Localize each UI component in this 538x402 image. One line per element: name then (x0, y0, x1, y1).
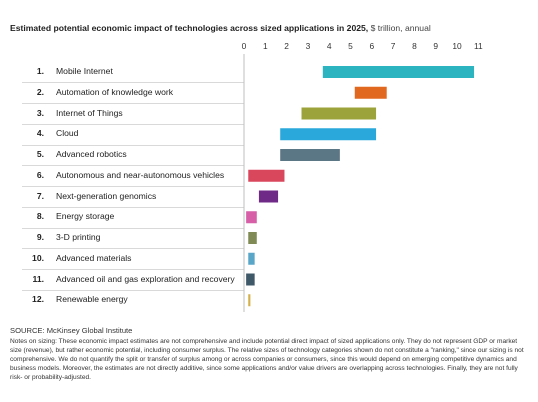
chart-title-unit: $ trillion, annual (370, 23, 431, 33)
category-label: Cloud (56, 128, 79, 139)
row-separator (22, 165, 244, 167)
category-rank: 6. (36, 169, 44, 180)
category-rank: 7. (36, 190, 44, 201)
bar-3-d-printing (248, 232, 257, 244)
x-tick-label: 2 (284, 41, 289, 51)
row-separator (22, 269, 244, 271)
x-tick-label: 1 (263, 41, 268, 51)
chart-title: Estimated potential economic impact of t… (10, 23, 431, 33)
category-label: Advanced oil and gas exploration and rec… (56, 273, 235, 284)
category-rank: 10. (32, 252, 44, 263)
bar-internet-of-things (301, 107, 377, 120)
chart-title-main: Estimated potential economic impact of t… (10, 23, 369, 33)
bar-renewable-energy (248, 294, 251, 307)
category-label: Renewable energy (56, 294, 128, 305)
category-rank: 3. (36, 107, 44, 118)
category-label: Advanced robotics (56, 149, 127, 159)
category-label: Energy storage (56, 211, 115, 222)
bars-group (246, 66, 475, 307)
bar-next-generation-genomics (258, 190, 279, 203)
category-rank: 8. (36, 211, 44, 222)
x-axis: 0 1 2 3 4 5 6 7 8 9 10 11 (242, 41, 483, 312)
row-separator (22, 289, 244, 291)
bar-advanced-robotics (280, 149, 340, 161)
row-separator (22, 248, 244, 250)
sizing-notes: Notes on sizing: These economic impact e… (10, 338, 524, 381)
x-tick-label: 5 (348, 41, 353, 51)
bar-advanced-oil-and-gas-exploration-and-recovery (246, 273, 255, 286)
category-rank: 5. (36, 149, 44, 159)
category-label: Autonomous and near-autonomous vehicles (56, 169, 225, 180)
x-tick-label: 11 (474, 41, 483, 51)
category-rank: 2. (36, 86, 44, 97)
category-label: 3-D printing (56, 232, 101, 242)
category-rank: 9. (36, 232, 44, 242)
bar-autonomous-and-near-autonomous-vehicles (248, 169, 285, 182)
x-tick-label: 7 (391, 41, 396, 51)
bar-automation-of-knowledge-work (354, 86, 387, 99)
x-tick-label: 0 (242, 41, 247, 51)
category-label: Next-generation genomics (56, 190, 157, 201)
category-label: Internet of Things (56, 107, 123, 118)
x-tick-label: 10 (452, 41, 462, 51)
row-separator (22, 82, 244, 84)
row-separator (22, 123, 244, 125)
bar-mobile-internet (322, 66, 475, 78)
bar-energy-storage (246, 211, 257, 224)
category-rank: 12. (32, 294, 44, 305)
row-separator (22, 103, 244, 105)
row-separator (22, 144, 244, 146)
row-separator (22, 227, 244, 229)
source-note: SOURCE: McKinsey Global Institute (10, 326, 133, 335)
x-tick-label: 4 (327, 41, 332, 51)
row-separator (22, 206, 244, 208)
bar-advanced-materials (248, 252, 255, 265)
x-tick-label: 8 (412, 41, 417, 51)
category-label: Mobile Internet (56, 66, 113, 76)
x-tick-label: 6 (369, 41, 374, 51)
x-tick-label: 9 (433, 41, 438, 51)
category-label: Advanced materials (56, 252, 132, 263)
row-separator (22, 186, 244, 188)
x-tick-label: 3 (306, 41, 311, 51)
bar-cloud (280, 128, 377, 141)
category-rank: 11. (32, 273, 44, 284)
category-rank: 1. (36, 66, 44, 76)
category-rank: 4. (36, 128, 44, 139)
category-label: Automation of knowledge work (56, 86, 174, 97)
